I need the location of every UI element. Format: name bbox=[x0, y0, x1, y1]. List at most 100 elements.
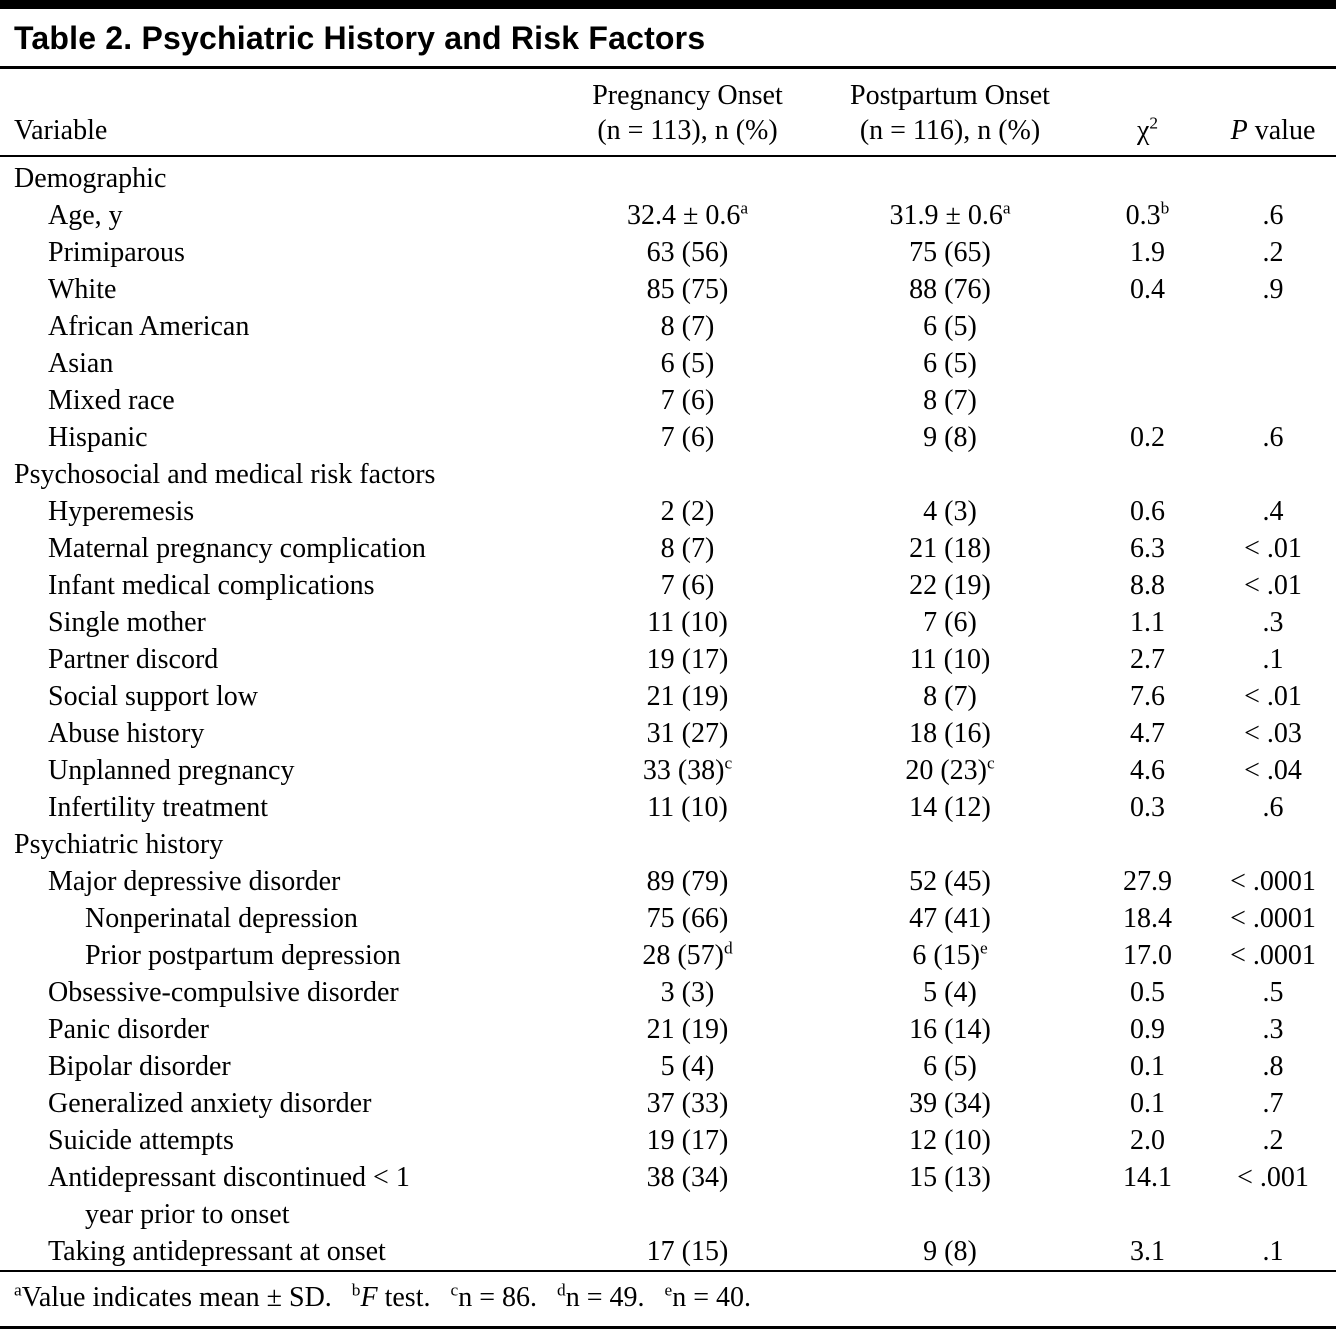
variable-label: Psychiatric history bbox=[14, 829, 224, 860]
chi-square-cell: 0.9 bbox=[1130, 1014, 1165, 1045]
variable-label: Infant medical complications bbox=[48, 570, 375, 601]
variable-label: Mixed race bbox=[48, 385, 175, 416]
chi-square-cell: 17.0 bbox=[1123, 940, 1172, 971]
data-row: Antidepressant discontinued < 1 year prio… bbox=[0, 1159, 1336, 1233]
postpartum-cell bbox=[815, 826, 1085, 863]
p-value-cell bbox=[1210, 156, 1336, 197]
variable-cell: Primiparous bbox=[0, 234, 560, 271]
column-header-postpartum-onset: Postpartum Onset (n = 116), n (%) bbox=[815, 66, 1085, 157]
data-row: Maternal pregnancy complication 8 (7) 21 (… bbox=[0, 530, 1336, 567]
variable-label: Suicide attempts bbox=[48, 1125, 234, 1156]
footnote-item: dn = 49. bbox=[557, 1280, 645, 1313]
data-row: Asian 6 (5) 6 (5) bbox=[0, 345, 1336, 382]
postpartum-cell: 9 (8) bbox=[923, 1236, 977, 1267]
postpartum-cell: 12 (10) bbox=[909, 1125, 991, 1156]
p-value-cell: .2 bbox=[1262, 1125, 1284, 1156]
p-value-cell: < .0001 bbox=[1230, 940, 1316, 971]
postpartum-cell: 6 (5) bbox=[923, 1051, 977, 1082]
variable-label: Age, y bbox=[48, 200, 123, 231]
chi-symbol: χ bbox=[1136, 115, 1150, 146]
postpartum-cell: 6 (15)e bbox=[912, 938, 988, 971]
p-value-cell: .6 bbox=[1262, 792, 1284, 823]
pregnancy-cell: 85 (75) bbox=[646, 274, 729, 305]
footnote-row: aValue indicates mean ± SD. bF test. cn = … bbox=[0, 1270, 1336, 1329]
data-row: Partner discord 19 (17) 11 (10) 2.7 .1 bbox=[0, 641, 1336, 678]
chi-square-cell: 8.8 bbox=[1130, 570, 1165, 601]
p-value-cell: < .0001 bbox=[1230, 866, 1316, 897]
footnote-item: aValue indicates mean ± SD. bbox=[14, 1280, 332, 1313]
data-row: Major depressive disorder 89 (79) 52 (45) 2… bbox=[0, 863, 1336, 900]
variable-label: Hispanic bbox=[48, 422, 148, 453]
pregnancy-cell: 19 (17) bbox=[646, 1125, 729, 1156]
pregnancy-header-line1: Pregnancy Onset bbox=[592, 80, 783, 111]
p-value-cell: .1 bbox=[1262, 1236, 1284, 1267]
section-label-cell: Demographic bbox=[0, 156, 560, 197]
chi-square-cell: 2.0 bbox=[1130, 1125, 1165, 1156]
data-row: Obsessive-compulsive disorder 3 (3) 5 (4) 0… bbox=[0, 974, 1336, 1011]
variable-cell: Partner discord bbox=[0, 641, 560, 678]
variable-label: Panic disorder bbox=[48, 1014, 209, 1045]
variable-label: Bipolar disorder bbox=[48, 1051, 231, 1082]
postpartum-cell: 6 (5) bbox=[923, 348, 977, 379]
pregnancy-cell: 38 (34) bbox=[646, 1162, 729, 1193]
chi-square-cell: 0.3b bbox=[1125, 198, 1170, 231]
data-row: Infertility treatment 11 (10) 14 (12) 0.3 .6 bbox=[0, 789, 1336, 826]
variable-cell: Obsessive-compulsive disorder bbox=[0, 974, 560, 1011]
data-row: Bipolar disorder 5 (4) 6 (5) 0.1 .8 bbox=[0, 1048, 1336, 1085]
section-label-cell: Psychosocial and medical risk factors bbox=[0, 456, 560, 493]
chi-square-cell: 3.1 bbox=[1130, 1236, 1165, 1267]
variable-label: Asian bbox=[48, 348, 114, 379]
p-value-cell: < .0001 bbox=[1230, 903, 1316, 934]
p-value-cell: .9 bbox=[1262, 274, 1284, 305]
data-row: Suicide attempts 19 (17) 12 (10) 2.0 .2 bbox=[0, 1122, 1336, 1159]
variable-label: Infertility treatment bbox=[48, 792, 269, 823]
column-header-variable: Variable bbox=[0, 66, 560, 157]
p-value-cell: .2 bbox=[1262, 237, 1284, 268]
pregnancy-cell: 2 (2) bbox=[660, 496, 715, 527]
footnote-italic: F bbox=[360, 1282, 378, 1313]
pregnancy-cell: 33 (38)c bbox=[642, 753, 733, 786]
variable-cell: Infertility treatment bbox=[0, 789, 560, 826]
postpartum-cell: 20 (23)c bbox=[905, 753, 995, 786]
variable-label: Abuse history bbox=[48, 718, 205, 749]
chi-square-cell: 7.6 bbox=[1130, 681, 1165, 712]
value-superscript: c bbox=[986, 753, 995, 773]
p-value-cell: .6 bbox=[1262, 422, 1284, 453]
variable-label: Nonperinatal depression bbox=[85, 903, 358, 934]
value-superscript: a bbox=[740, 198, 749, 218]
value-superscript: d bbox=[723, 938, 733, 958]
footnote-superscript: a bbox=[14, 1280, 22, 1300]
data-row: Unplanned pregnancy 33 (38)c 20 (23)c 4.6 < … bbox=[0, 752, 1336, 789]
chi-square-cell bbox=[1085, 345, 1210, 382]
data-row: White 85 (75) 88 (76) 0.4 .9 bbox=[0, 271, 1336, 308]
variable-label: Partner discord bbox=[48, 644, 219, 675]
pregnancy-header-line2: (n = 113), n (%) bbox=[597, 115, 778, 146]
p-value-cell: .1 bbox=[1262, 644, 1284, 675]
chi-square-cell: 0.3 bbox=[1130, 792, 1165, 823]
chi-square-cell bbox=[1085, 826, 1210, 863]
pregnancy-cell: 5 (4) bbox=[660, 1051, 715, 1082]
variable-label-continuation: year prior to onset bbox=[85, 1199, 290, 1230]
footnote-superscript: d bbox=[557, 1280, 566, 1300]
value-superscript: c bbox=[724, 753, 733, 773]
variable-label: African American bbox=[48, 311, 250, 342]
table-title: Table 2. Psychiatric History and Risk Fa… bbox=[14, 20, 706, 56]
postpartum-cell: 8 (7) bbox=[923, 385, 977, 416]
footnote: aValue indicates mean ± SD. bF test. cn = … bbox=[0, 1270, 1336, 1329]
p-value-cell: .3 bbox=[1262, 607, 1284, 638]
chi-square-cell: 0.5 bbox=[1130, 977, 1165, 1008]
pregnancy-cell: 37 (33) bbox=[646, 1088, 729, 1119]
variable-cell: Maternal pregnancy complication bbox=[0, 530, 560, 567]
pregnancy-cell: 7 (6) bbox=[660, 570, 715, 601]
pregnancy-cell: 8 (7) bbox=[660, 533, 715, 564]
column-header-p-value: P value bbox=[1210, 66, 1336, 157]
pregnancy-cell bbox=[560, 826, 815, 863]
p-value-cell bbox=[1210, 826, 1336, 863]
pregnancy-cell bbox=[560, 156, 815, 197]
data-row: Age, y 32.4 ± 0.6a 31.9 ± 0.6a 0.3b .6 bbox=[0, 197, 1336, 234]
postpartum-cell: 14 (12) bbox=[909, 792, 991, 823]
postpartum-cell: 6 (5) bbox=[923, 311, 977, 342]
footnote-item: en = 40. bbox=[664, 1280, 751, 1313]
postpartum-cell: 5 (4) bbox=[923, 977, 977, 1008]
variable-label: Unplanned pregnancy bbox=[48, 755, 295, 786]
